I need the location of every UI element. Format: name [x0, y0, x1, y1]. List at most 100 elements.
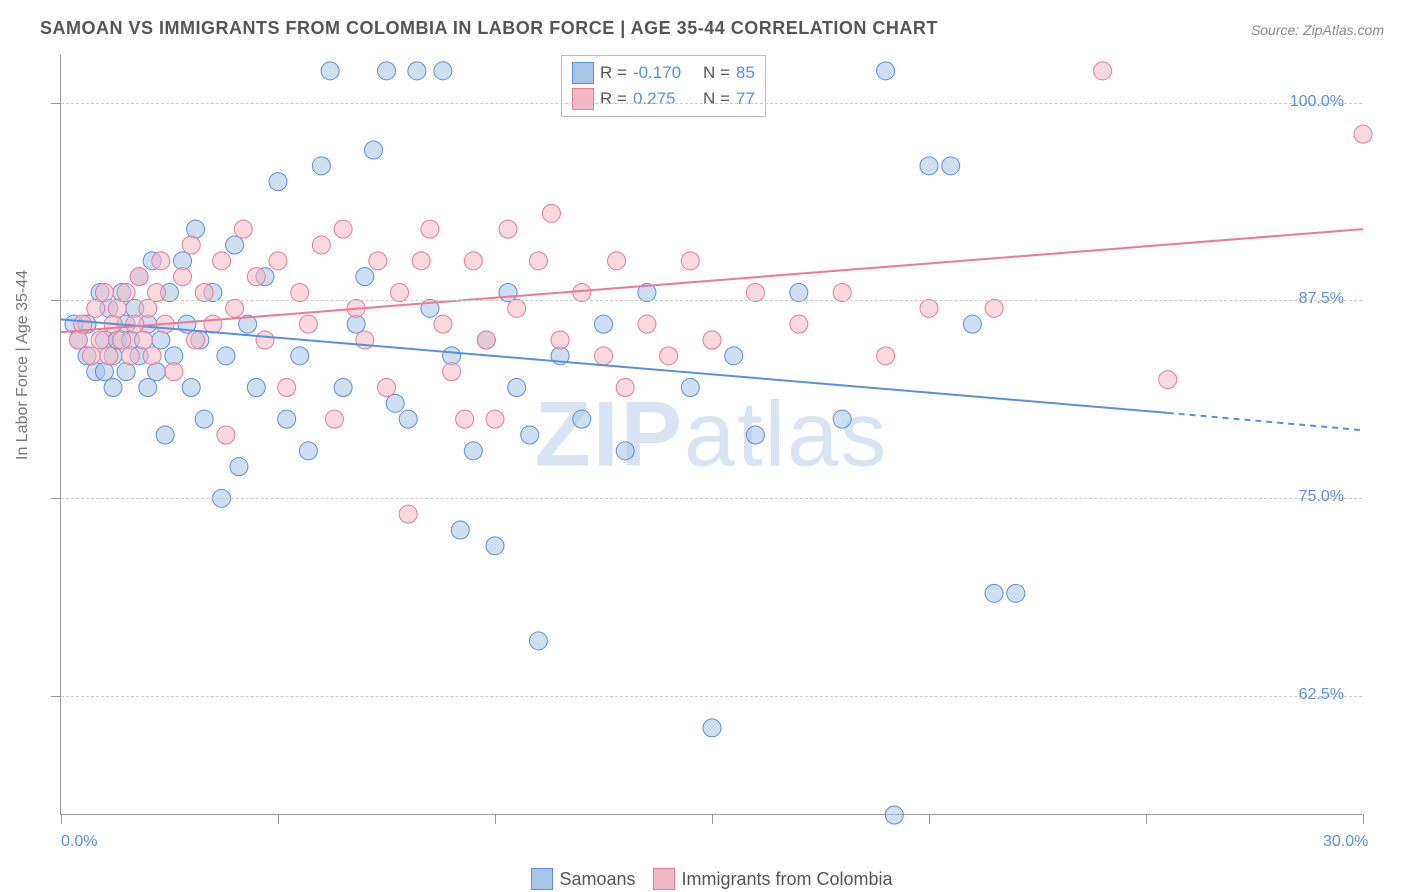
chart-title: SAMOAN VS IMMIGRANTS FROM COLOMBIA IN LA… [40, 18, 938, 39]
data-point [833, 410, 851, 428]
data-point [247, 379, 265, 397]
data-point [486, 537, 504, 555]
x-tick [929, 814, 930, 824]
data-point [113, 331, 131, 349]
legend-swatch [653, 868, 675, 890]
data-point [152, 252, 170, 270]
data-point [746, 284, 764, 302]
data-point [1159, 371, 1177, 389]
y-tick-label: 87.5% [1299, 290, 1344, 308]
legend-n-value: 85 [736, 63, 755, 83]
data-point [147, 284, 165, 302]
data-point [130, 268, 148, 286]
data-point [399, 505, 417, 523]
data-point [1354, 125, 1372, 143]
data-point [104, 379, 122, 397]
data-point [681, 252, 699, 270]
data-point [139, 379, 157, 397]
data-point [143, 347, 161, 365]
legend-row: R =-0.170N =85 [572, 60, 755, 86]
data-point [291, 284, 309, 302]
data-point [69, 331, 87, 349]
x-tick-label: 30.0% [1323, 833, 1368, 851]
data-point [920, 157, 938, 175]
data-point [1007, 584, 1025, 602]
data-point [790, 315, 808, 333]
data-point [746, 426, 764, 444]
legend-row: R = 0.275N =77 [572, 86, 755, 112]
legend-r-label: R = [600, 63, 627, 83]
data-point [217, 426, 235, 444]
data-point [616, 442, 634, 460]
data-point [195, 410, 213, 428]
data-point [364, 141, 382, 159]
data-point [278, 379, 296, 397]
legend-r-value: 0.275 [633, 89, 689, 109]
data-point [117, 284, 135, 302]
gridline [61, 498, 1362, 499]
data-point [187, 331, 205, 349]
y-tick [51, 696, 61, 697]
y-tick-label: 75.0% [1299, 488, 1344, 506]
gridline [61, 696, 1362, 697]
x-tick-label: 0.0% [61, 833, 97, 851]
data-point [542, 204, 560, 222]
data-point [725, 347, 743, 365]
plot-area: ZIPatlas R =-0.170N =85R = 0.275N =77 62… [60, 55, 1362, 815]
data-point [703, 719, 721, 737]
data-point [529, 632, 547, 650]
legend-swatch [572, 62, 594, 84]
data-point [529, 252, 547, 270]
data-point [985, 584, 1003, 602]
x-tick [712, 814, 713, 824]
data-point [299, 442, 317, 460]
data-point [1094, 62, 1112, 80]
data-point [408, 62, 426, 80]
data-point [595, 315, 613, 333]
data-point [920, 299, 938, 317]
data-point [551, 331, 569, 349]
y-tick [51, 300, 61, 301]
data-point [421, 220, 439, 238]
data-point [790, 284, 808, 302]
y-axis-label: In Labor Force | Age 35-44 [14, 270, 32, 460]
data-point [378, 379, 396, 397]
data-point [165, 363, 183, 381]
data-point [877, 62, 895, 80]
data-point [291, 347, 309, 365]
data-point [464, 252, 482, 270]
data-point [508, 379, 526, 397]
legend-r-label: R = [600, 89, 627, 109]
data-point [703, 331, 721, 349]
data-point [877, 347, 895, 365]
data-point [321, 62, 339, 80]
data-point [226, 299, 244, 317]
data-point [451, 521, 469, 539]
data-point [521, 426, 539, 444]
data-point [95, 284, 113, 302]
legend-label: Immigrants from Colombia [681, 869, 892, 889]
data-point [174, 252, 192, 270]
data-point [82, 347, 100, 365]
data-point [399, 410, 417, 428]
data-point [573, 284, 591, 302]
legend-n-label: N = [703, 89, 730, 109]
correlation-legend: R =-0.170N =85R = 0.275N =77 [561, 55, 766, 117]
trend-line-extrapolated [1168, 413, 1363, 430]
data-point [616, 379, 634, 397]
data-point [269, 173, 287, 191]
data-point [187, 220, 205, 238]
x-tick [495, 814, 496, 824]
data-point [378, 62, 396, 80]
data-point [464, 442, 482, 460]
data-point [91, 331, 109, 349]
data-point [942, 157, 960, 175]
data-point [508, 299, 526, 317]
trend-line [61, 319, 1168, 412]
data-point [456, 410, 474, 428]
data-point [87, 299, 105, 317]
data-point [230, 458, 248, 476]
data-point [443, 347, 461, 365]
data-point [174, 268, 192, 286]
data-point [278, 410, 296, 428]
